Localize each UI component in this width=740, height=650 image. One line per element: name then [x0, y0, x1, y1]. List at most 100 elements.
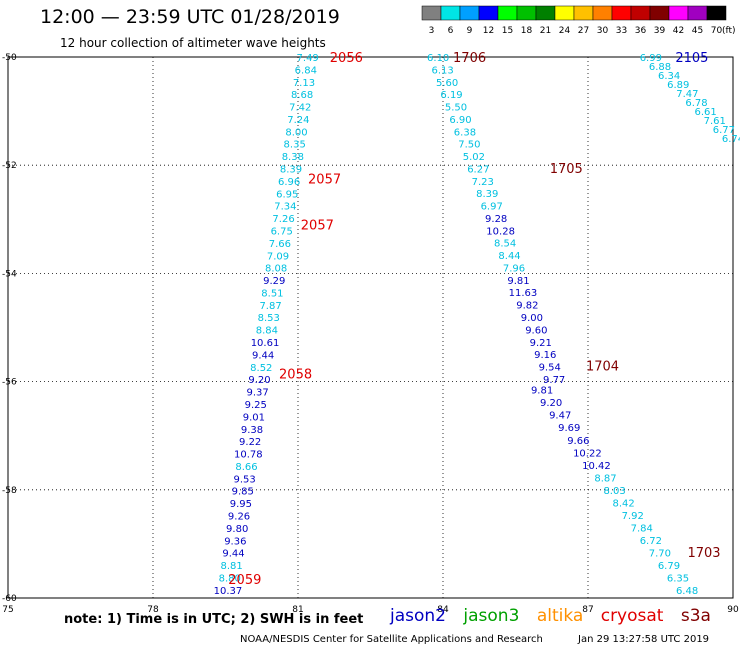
x-tick-label: 87 — [582, 605, 593, 615]
legend-swatch — [649, 5, 670, 21]
swh-value: 10.22 — [573, 448, 602, 459]
swh-value: 8.54 — [494, 239, 516, 250]
legend-swatch — [706, 5, 727, 21]
legend-label: 36 — [635, 26, 647, 36]
swh-value: 7.23 — [472, 177, 494, 188]
swh-value: 9.36 — [224, 536, 246, 547]
swh-value: 6.72 — [640, 536, 662, 547]
swh-value: 9.37 — [246, 388, 268, 399]
swh-value: 9.21 — [530, 338, 552, 349]
credit-text: NOAA/NESDIS Center for Satellite Applica… — [240, 634, 543, 645]
legend-label: 42 — [673, 26, 684, 36]
pass-time-label: 1704 — [586, 359, 619, 374]
swh-value: 8.52 — [250, 363, 272, 374]
swh-value: 6.88 — [649, 62, 671, 73]
swh-value: 9.44 — [252, 350, 274, 361]
legend-swatch — [440, 5, 461, 21]
x-tick-label: 90 — [727, 605, 739, 615]
legend-label: 39 — [654, 26, 666, 36]
page-title: 12:00 — 23:59 UTC 01/28/2019 — [40, 6, 340, 28]
pass-time-label: 2059 — [228, 573, 261, 588]
y-tick-label: -52 — [2, 161, 17, 171]
swh-value: 6.99 — [640, 53, 662, 64]
swh-value: 9.47 — [549, 411, 571, 422]
swh-value: 8.38 — [282, 152, 304, 163]
swh-value: 10.78 — [234, 450, 263, 461]
swh-value: 9.80 — [226, 524, 248, 535]
swh-value: 6.19 — [440, 90, 462, 101]
swh-value: 7.50 — [458, 140, 480, 151]
swh-value: 8.51 — [261, 288, 283, 299]
swh-value: 8.80 — [219, 573, 241, 584]
swh-value: 9.28 — [485, 214, 507, 225]
pass-time-label: 1705 — [550, 162, 583, 177]
pass-time-label: 1706 — [453, 51, 486, 66]
swh-value: 8.35 — [284, 140, 306, 151]
swh-value: 5.02 — [463, 152, 485, 163]
swh-value: 8.44 — [498, 251, 520, 262]
swh-value: 9.44 — [222, 549, 244, 560]
pass-time-label: 2057 — [308, 173, 341, 188]
legend-label: 21 — [540, 26, 551, 36]
swh-value: 9.20 — [540, 398, 562, 409]
legend-swatch — [459, 5, 480, 21]
swh-value: 9.85 — [232, 487, 254, 498]
swh-value: 9.82 — [516, 301, 538, 312]
swh-value: 8.39 — [476, 189, 498, 200]
legend-label: 30 — [597, 26, 609, 36]
satellite-cryosat: cryosat — [600, 606, 664, 626]
swh-value: 6.77 — [713, 125, 735, 136]
timestamp-text: Jan 29 13:27:58 UTC 2019 — [578, 634, 710, 645]
legend-swatch — [687, 5, 708, 21]
swh-value: 9.95 — [230, 499, 252, 510]
legend-swatch — [535, 5, 556, 21]
legend-swatch — [421, 5, 442, 21]
swh-value: 7.61 — [704, 116, 726, 127]
legend-label: 27 — [578, 26, 589, 36]
swh-value: 6.34 — [658, 71, 680, 82]
swh-value: 10.37 — [214, 586, 243, 597]
swh-value: 6.75 — [271, 226, 293, 237]
swh-value: 7.49 — [297, 53, 319, 64]
swh-value: 6.38 — [454, 127, 476, 138]
pass-time-label: 1703 — [687, 546, 720, 561]
swh-value: 9.26 — [228, 512, 250, 523]
color-legend: 3 6 9 12 15 18 21 24 27 30 33 36 39 42 45 70 (ft) — [421, 5, 736, 36]
legend-swatch — [516, 5, 537, 21]
legend-unit: (ft) — [722, 26, 736, 36]
y-tick-label: -56 — [2, 378, 17, 388]
x-tick-label: 78 — [147, 605, 159, 615]
page-subtitle: 12 hour collection of altimeter wave hei… — [60, 36, 326, 50]
x-tick-label: 81 — [292, 605, 303, 615]
swh-value: 7.42 — [289, 103, 311, 114]
x-tick-label: 84 — [437, 605, 449, 615]
swh-value: 6.97 — [481, 202, 503, 213]
swh-value: 9.00 — [521, 313, 543, 324]
swh-value: 6.74 — [722, 134, 740, 145]
swh-value: 9.69 — [558, 423, 580, 434]
swh-value: 6.96 — [278, 177, 300, 188]
swh-value: 6.61 — [694, 107, 716, 118]
swh-value: 8.08 — [265, 264, 287, 275]
swh-value: 9.38 — [241, 425, 263, 436]
swh-value: 7.84 — [631, 523, 653, 534]
swh-value: 6.79 — [658, 561, 680, 572]
legend-swatch — [497, 5, 518, 21]
swh-value: 10.42 — [582, 461, 611, 472]
satellite-legend: jason2 jason3 altika cryosat s3a — [390, 606, 723, 626]
swh-value: 10.61 — [251, 338, 280, 349]
legend-label: 6 — [448, 26, 454, 36]
swh-value: 8.42 — [613, 498, 635, 509]
legend-swatch — [630, 5, 651, 21]
swh-value: 7.92 — [622, 511, 644, 522]
swh-value: 11.63 — [509, 288, 538, 299]
pass-time-label: 2056 — [330, 51, 363, 66]
y-tick-label: -50 — [2, 53, 17, 63]
legend-label: 15 — [502, 26, 513, 36]
swh-value: 9.54 — [539, 363, 561, 374]
swh-value: 6.95 — [276, 189, 298, 200]
chart-marks: 7.496.84 7.138.68 7.427.248.00 8.358.38 8.39… — [214, 51, 740, 597]
swh-value: 6.89 — [667, 80, 689, 91]
units-note: note: 1) Time is in UTC; 2) SWH is in fe… — [64, 612, 364, 627]
